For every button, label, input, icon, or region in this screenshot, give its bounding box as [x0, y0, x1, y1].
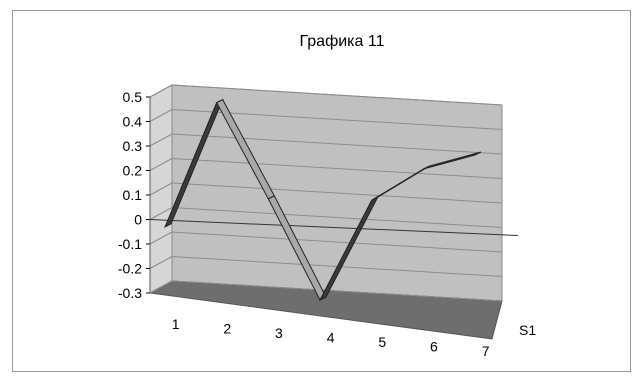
y-tick-label: 0.3	[123, 138, 143, 154]
series-segment	[423, 151, 482, 170]
chart-svg: Графика 11 -0.3-0.2-0.100.10.20.30.40.5 …	[118, 33, 536, 359]
gridline-side	[149, 133, 173, 147]
y-tick-label: 0.5	[123, 89, 143, 105]
gridline-side	[149, 231, 173, 245]
x-tick-label: 5	[378, 334, 386, 350]
gridline	[171, 158, 503, 179]
gridline	[171, 280, 503, 302]
x-tick-label: 4	[327, 330, 335, 346]
x-tick-label: 1	[172, 316, 180, 332]
gridline-side	[149, 256, 173, 269]
x-tick-label: 2	[223, 321, 231, 337]
y-tick-label: -0.2	[118, 261, 142, 277]
y-tick-label: 0.2	[123, 163, 143, 179]
x-tick-label: 3	[275, 325, 283, 341]
gridline-side	[149, 158, 173, 171]
y-tick-label: -0.3	[118, 285, 142, 301]
series-label: S1	[519, 322, 536, 338]
x-axis: 1 2 3 4 5 6 7	[172, 316, 490, 359]
gridline-side	[149, 182, 173, 196]
chart-gridlines	[149, 84, 519, 302]
gridline-side	[149, 84, 173, 98]
gridline-side	[149, 280, 173, 294]
gridline-side	[149, 207, 173, 220]
zero-axis-line	[149, 219, 519, 236]
chart-frame: Графика 11 -0.3 -0.2 -0.1 0 0.1 0.2 0.3 0.4 0.5 …	[12, 10, 631, 372]
x-tick-label: 6	[430, 339, 438, 355]
gridline	[171, 231, 503, 253]
gridline	[171, 133, 503, 155]
gridline	[171, 84, 503, 106]
chart-walls	[148, 84, 503, 340]
x-tick-label: 7	[482, 343, 490, 359]
y-axis: -0.3 -0.2 -0.1 0 0.1 0.2 0.3 0.4 0.5	[118, 89, 151, 301]
gridline-side	[149, 109, 173, 122]
y-tick-label: 0.1	[123, 187, 143, 203]
y-tick-label: 0.4	[123, 114, 143, 130]
chart-title: Графика 11	[300, 33, 385, 50]
gridline	[171, 207, 503, 228]
y-tick-label: 0	[134, 212, 142, 228]
gridline	[171, 182, 503, 204]
series-ribbon	[164, 98, 482, 302]
y-tick-label: -0.1	[118, 236, 142, 252]
